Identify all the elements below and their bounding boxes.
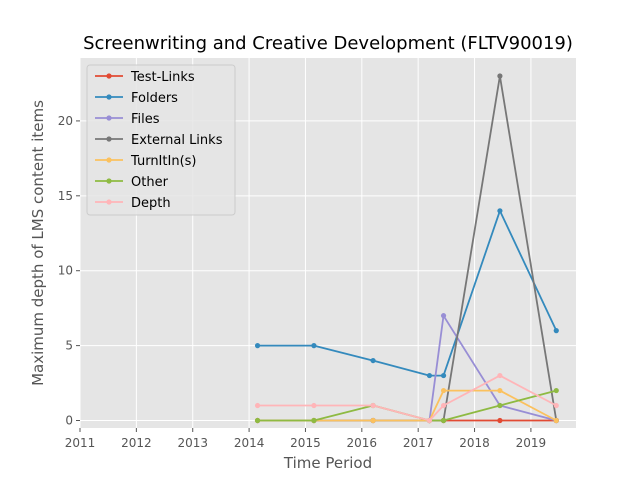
legend-label-turnitin-s: TurnItIn(s): [130, 154, 196, 169]
legend-label-files: Files: [131, 112, 160, 127]
data-point-folders: [370, 357, 376, 364]
legend-marker-files: [106, 115, 112, 121]
data-point-turnitin-s: [497, 387, 503, 394]
x-tick-label: 2016: [347, 436, 378, 450]
data-point-folders: [426, 372, 433, 379]
legend-label-test-links: Test-Links: [130, 70, 195, 85]
data-point-other: [497, 402, 503, 409]
data-point-turnitin-s: [370, 417, 376, 424]
legend-label-folders: Folders: [131, 91, 178, 106]
data-point-depth: [370, 402, 376, 409]
data-point-other: [440, 417, 447, 424]
data-point-turnitin-s: [440, 387, 447, 394]
x-tick-label: 2018: [459, 436, 490, 450]
legend-label-depth: Depth: [131, 196, 171, 211]
data-point-files: [440, 313, 447, 319]
legend-marker-depth: [106, 199, 112, 205]
legend-box: [86, 64, 236, 216]
legend-marker-turnitin-s: [106, 157, 112, 163]
y-tick-label: 20: [58, 114, 73, 128]
y-tick-label: 15: [58, 189, 73, 203]
x-axis-label: Time Period: [283, 454, 372, 472]
legend-marker-external-links: [106, 136, 112, 142]
data-point-external-links: [497, 73, 503, 79]
data-point-folders: [254, 343, 261, 349]
y-tick-label: 0: [65, 414, 73, 428]
x-tick-label: 2014: [234, 436, 265, 450]
data-point-folders: [311, 343, 317, 349]
data-point-folders: [440, 372, 447, 379]
data-point-test-links: [497, 417, 503, 424]
x-tick-label: 2017: [403, 436, 434, 450]
tick-layer: 2011 2012 2013 2014 2015 2016 2017 2018 20190510…: [58, 114, 546, 450]
data-point-depth: [440, 402, 447, 409]
data-point-other: [311, 417, 317, 424]
y-axis-label: Maximum depth of LMS content items: [29, 100, 47, 386]
data-point-folders: [553, 328, 559, 334]
legend-marker-test-links: [106, 73, 112, 79]
legend: Test-Links Folders Files External Links Turn…: [86, 64, 236, 216]
data-point-other: [254, 417, 261, 424]
legend-label-external-links: External Links: [131, 133, 223, 148]
data-point-other: [553, 387, 559, 394]
data-point-depth: [426, 417, 433, 424]
x-tick-label: 2015: [290, 436, 321, 450]
x-tick-label: 2012: [121, 436, 152, 450]
legend-marker-other: [106, 178, 112, 184]
chart-title: Screenwriting and Creative Development (…: [83, 33, 573, 54]
x-tick-label: 2019: [516, 436, 547, 450]
data-point-folders: [497, 208, 503, 214]
data-point-depth: [553, 402, 559, 409]
data-point-depth: [497, 372, 503, 379]
series-layer: [254, 73, 559, 424]
data-point-depth: [254, 402, 261, 409]
legend-label-other: Other: [131, 175, 169, 190]
data-point-depth: [311, 402, 317, 409]
data-point-turnitin-s: [553, 417, 559, 424]
legend-marker-folders: [106, 94, 112, 100]
y-tick-label: 5: [65, 339, 73, 353]
y-tick-label: 10: [58, 264, 73, 278]
x-tick-label: 2013: [177, 436, 208, 450]
x-tick-label: 2011: [65, 436, 96, 450]
legend-items: Test-Links Folders Files External Links Turn…: [95, 70, 223, 211]
